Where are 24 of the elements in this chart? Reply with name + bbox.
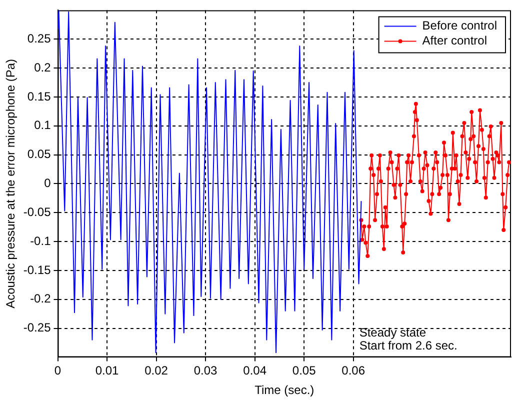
x-tick-label: 0.04 (243, 364, 267, 378)
x-tick-label: 0.01 (95, 364, 120, 378)
y-tick-label: -0.05 (23, 204, 52, 219)
annotation: Steady state (359, 326, 426, 340)
y-tick-label: -0.15 (23, 262, 52, 277)
y-tick-label: 0.25 (27, 31, 52, 46)
x-tick-label: 0 (54, 364, 62, 378)
legend-label: After control (422, 34, 487, 48)
y-tick-label: 0 (44, 176, 52, 190)
x-tick-label: 0.05 (292, 364, 316, 378)
y-tick-label: -0.25 (23, 320, 52, 335)
y-tick-label: 0.2 (34, 60, 52, 74)
x-tick-label: 0.03 (194, 364, 218, 378)
y-tick-label: 0.15 (27, 89, 52, 104)
y-tick-label: -0.1 (30, 234, 52, 248)
y-tick-label: 0.05 (27, 147, 52, 162)
annotation: Start from 2.6 sec. (359, 338, 458, 353)
legend-label: Before control (422, 18, 498, 33)
y-tick-label: 0.1 (34, 118, 52, 132)
y-axis-title: Acoustic pressure at the error microphone (Pa) (4, 58, 18, 308)
y-tick-label: -0.2 (30, 292, 52, 306)
x-tick-label: 0.02 (144, 364, 168, 378)
x-tick-label: 0.06 (342, 364, 366, 378)
x-axis-title: Time (sec.) (254, 383, 314, 398)
